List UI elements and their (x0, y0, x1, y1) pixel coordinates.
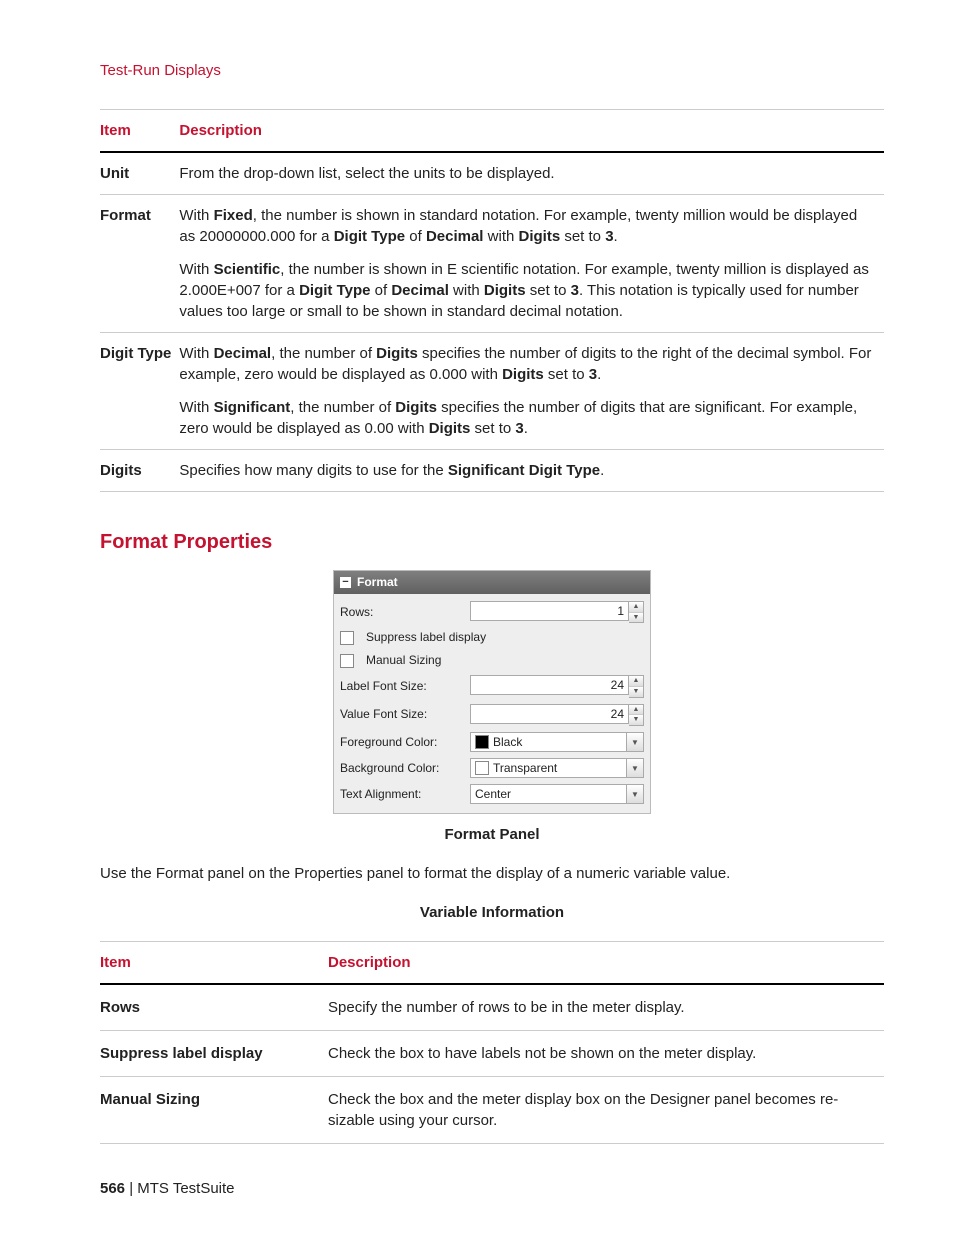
table-row-item: Unit (100, 152, 179, 195)
manual-sizing-label: Manual Sizing (366, 652, 441, 669)
panel-title: Format (357, 574, 398, 591)
col-description: Description (179, 110, 884, 153)
definitions-table: Item Description UnitFrom the drop-down … (100, 109, 884, 492)
spin-down-icon[interactable]: ▼ (629, 715, 643, 725)
table-row-item: Format (100, 195, 179, 333)
spin-up-icon[interactable]: ▲ (629, 676, 643, 687)
format-panel: − Format Rows: 1 ▲▼ Suppress label displ… (333, 570, 651, 814)
background-combo[interactable]: Transparent ▼ (470, 758, 644, 778)
page: Test-Run Displays Item Description UnitF… (0, 0, 954, 1235)
table-row-desc: Check the box and the meter display box … (328, 1077, 884, 1144)
panel-header[interactable]: − Format (334, 571, 650, 594)
background-label: Background Color: (340, 760, 464, 777)
suppress-label: Suppress label display (366, 629, 486, 646)
spin-down-icon[interactable]: ▼ (629, 687, 643, 697)
table-row-desc: Specify the number of rows to be in the … (328, 984, 884, 1031)
label-font-value[interactable]: 24 (470, 675, 629, 695)
row-suppress[interactable]: Suppress label display (338, 626, 646, 649)
table-row-item: Digit Type (100, 333, 179, 450)
table-row-item: Manual Sizing (100, 1077, 328, 1144)
table2-caption: Variable Information (100, 902, 884, 923)
alignment-label: Text Alignment: (340, 786, 464, 803)
background-value: Transparent (493, 759, 557, 777)
breadcrumb: Test-Run Displays (100, 60, 884, 81)
row-label-font: Label Font Size: 24 ▲▼ (338, 672, 646, 701)
table-row-desc: Check the box to have labels not be show… (328, 1031, 884, 1077)
rows-value[interactable]: 1 (470, 601, 629, 621)
row-manual[interactable]: Manual Sizing (338, 649, 646, 672)
collapse-icon[interactable]: − (340, 577, 351, 588)
table-row-desc: Specifies how many digits to use for the… (179, 450, 884, 492)
chevron-down-icon[interactable]: ▼ (627, 732, 644, 752)
col-item: Item (100, 110, 179, 153)
foreground-label: Foreground Color: (340, 734, 464, 751)
row-alignment: Text Alignment: Center ▼ (338, 781, 646, 807)
rows-spinner[interactable]: 1 ▲▼ (470, 601, 644, 624)
table-row-item: Suppress label display (100, 1031, 328, 1077)
manual-sizing-checkbox[interactable] (340, 654, 354, 668)
spin-up-icon[interactable]: ▲ (629, 602, 643, 613)
panel-body: Rows: 1 ▲▼ Suppress label display Manual… (334, 594, 650, 813)
value-font-label: Value Font Size: (340, 706, 464, 723)
table-row-item: Digits (100, 450, 179, 492)
rows-label: Rows: (340, 604, 464, 621)
col-item: Item (100, 942, 328, 985)
row-foreground: Foreground Color: Black ▼ (338, 729, 646, 755)
table-row-item: Rows (100, 984, 328, 1031)
alignment-value: Center (475, 785, 511, 803)
table-row-desc: With Decimal, the number of Digits speci… (179, 333, 884, 450)
table-row-desc: From the drop-down list, select the unit… (179, 152, 884, 195)
value-font-value[interactable]: 24 (470, 704, 629, 724)
background-swatch (475, 761, 489, 775)
intro-paragraph: Use the Format panel on the Properties p… (100, 863, 884, 884)
format-panel-wrap: − Format Rows: 1 ▲▼ Suppress label displ… (100, 570, 884, 814)
suppress-checkbox[interactable] (340, 631, 354, 645)
chevron-down-icon[interactable]: ▼ (627, 758, 644, 778)
variable-info-table: Item Description RowsSpecify the number … (100, 941, 884, 1144)
section-heading: Format Properties (100, 528, 884, 556)
value-font-spinner[interactable]: 24 ▲▼ (470, 704, 644, 727)
panel-caption: Format Panel (100, 824, 884, 845)
label-font-spinner[interactable]: 24 ▲▼ (470, 675, 644, 698)
foreground-swatch (475, 735, 489, 749)
col-description: Description (328, 942, 884, 985)
spin-down-icon[interactable]: ▼ (629, 613, 643, 623)
row-value-font: Value Font Size: 24 ▲▼ (338, 701, 646, 730)
chevron-down-icon[interactable]: ▼ (627, 784, 644, 804)
alignment-combo[interactable]: Center ▼ (470, 784, 644, 804)
page-number: 566 (100, 1180, 125, 1197)
label-font-label: Label Font Size: (340, 678, 464, 695)
spin-up-icon[interactable]: ▲ (629, 705, 643, 716)
row-background: Background Color: Transparent ▼ (338, 755, 646, 781)
footer-text: | MTS TestSuite (125, 1180, 235, 1197)
page-footer: 566 | MTS TestSuite (100, 1178, 235, 1199)
row-rows: Rows: 1 ▲▼ (338, 598, 646, 627)
foreground-combo[interactable]: Black ▼ (470, 732, 644, 752)
table-row-desc: With Fixed, the number is shown in stand… (179, 195, 884, 333)
foreground-value: Black (493, 733, 522, 751)
